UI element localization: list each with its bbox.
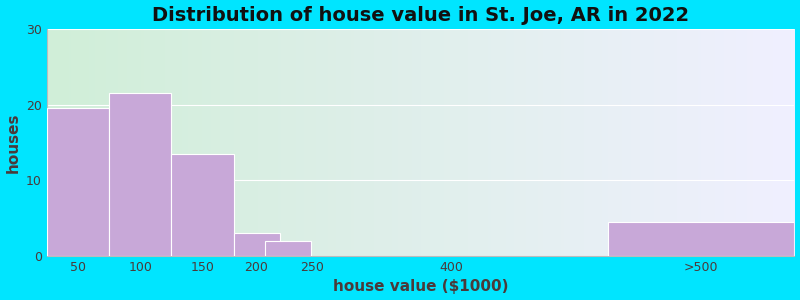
Bar bbox=[171, 154, 234, 256]
Bar bbox=[265, 241, 311, 256]
X-axis label: house value ($1000): house value ($1000) bbox=[333, 279, 508, 294]
Bar bbox=[109, 93, 171, 256]
Y-axis label: houses: houses bbox=[6, 112, 21, 173]
Bar bbox=[47, 108, 109, 256]
Title: Distribution of house value in St. Joe, AR in 2022: Distribution of house value in St. Joe, … bbox=[152, 6, 690, 25]
Bar bbox=[234, 233, 280, 256]
Bar bbox=[607, 222, 794, 256]
